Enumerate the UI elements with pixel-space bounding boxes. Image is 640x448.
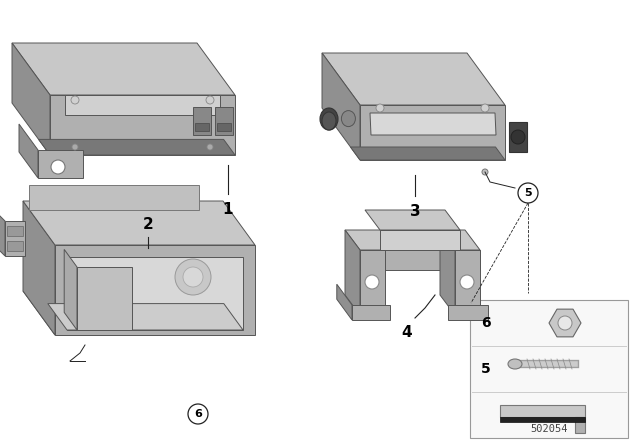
Polygon shape (67, 257, 243, 330)
Polygon shape (12, 43, 50, 155)
Polygon shape (5, 221, 25, 256)
Polygon shape (440, 230, 455, 315)
Polygon shape (7, 241, 23, 251)
Polygon shape (575, 417, 585, 433)
Polygon shape (217, 123, 231, 131)
Ellipse shape (508, 359, 522, 369)
Polygon shape (0, 213, 5, 256)
Circle shape (175, 259, 211, 295)
Text: 5: 5 (481, 362, 491, 376)
Ellipse shape (320, 108, 338, 130)
Circle shape (72, 144, 78, 150)
Polygon shape (19, 124, 38, 178)
Bar (500, 417, 585, 422)
Polygon shape (455, 250, 480, 315)
Polygon shape (509, 122, 527, 152)
Polygon shape (55, 245, 255, 335)
Bar (470, 300, 628, 438)
Polygon shape (345, 230, 360, 315)
Text: 6: 6 (481, 316, 491, 330)
Polygon shape (500, 405, 585, 417)
Circle shape (481, 104, 489, 112)
Circle shape (206, 96, 214, 104)
Polygon shape (360, 105, 505, 160)
Polygon shape (345, 230, 480, 250)
Polygon shape (23, 201, 55, 335)
Polygon shape (38, 139, 235, 155)
Text: 2: 2 (143, 217, 154, 232)
Circle shape (376, 104, 384, 112)
Polygon shape (337, 284, 352, 320)
Polygon shape (48, 304, 243, 330)
Polygon shape (360, 250, 480, 270)
Polygon shape (352, 305, 390, 320)
Circle shape (183, 267, 203, 287)
Polygon shape (29, 185, 200, 210)
Polygon shape (448, 305, 488, 320)
Text: 3: 3 (410, 204, 420, 219)
Polygon shape (360, 250, 385, 315)
Circle shape (207, 144, 213, 150)
Polygon shape (365, 210, 460, 230)
Polygon shape (193, 107, 211, 135)
Circle shape (188, 404, 208, 424)
Circle shape (558, 316, 572, 330)
Polygon shape (370, 113, 496, 135)
Polygon shape (7, 226, 23, 236)
Polygon shape (50, 95, 235, 155)
Text: 502054: 502054 (531, 424, 568, 434)
Polygon shape (12, 43, 235, 95)
Circle shape (518, 183, 538, 203)
Text: 5: 5 (524, 188, 532, 198)
Polygon shape (64, 250, 77, 330)
Circle shape (460, 275, 474, 289)
Polygon shape (38, 150, 83, 178)
Polygon shape (215, 107, 233, 135)
Polygon shape (195, 123, 209, 131)
Text: 6: 6 (194, 409, 202, 419)
Circle shape (511, 130, 525, 144)
Circle shape (51, 160, 65, 174)
Polygon shape (23, 201, 255, 245)
Circle shape (71, 96, 79, 104)
Polygon shape (351, 147, 505, 160)
Polygon shape (65, 95, 220, 115)
Polygon shape (380, 230, 460, 250)
Ellipse shape (341, 111, 355, 127)
Circle shape (482, 169, 488, 175)
Polygon shape (322, 53, 505, 105)
Polygon shape (322, 53, 360, 160)
Polygon shape (77, 267, 132, 330)
Text: 4: 4 (402, 325, 412, 340)
Text: 1: 1 (223, 202, 233, 217)
Polygon shape (23, 291, 255, 335)
Circle shape (365, 275, 379, 289)
Ellipse shape (322, 112, 336, 130)
